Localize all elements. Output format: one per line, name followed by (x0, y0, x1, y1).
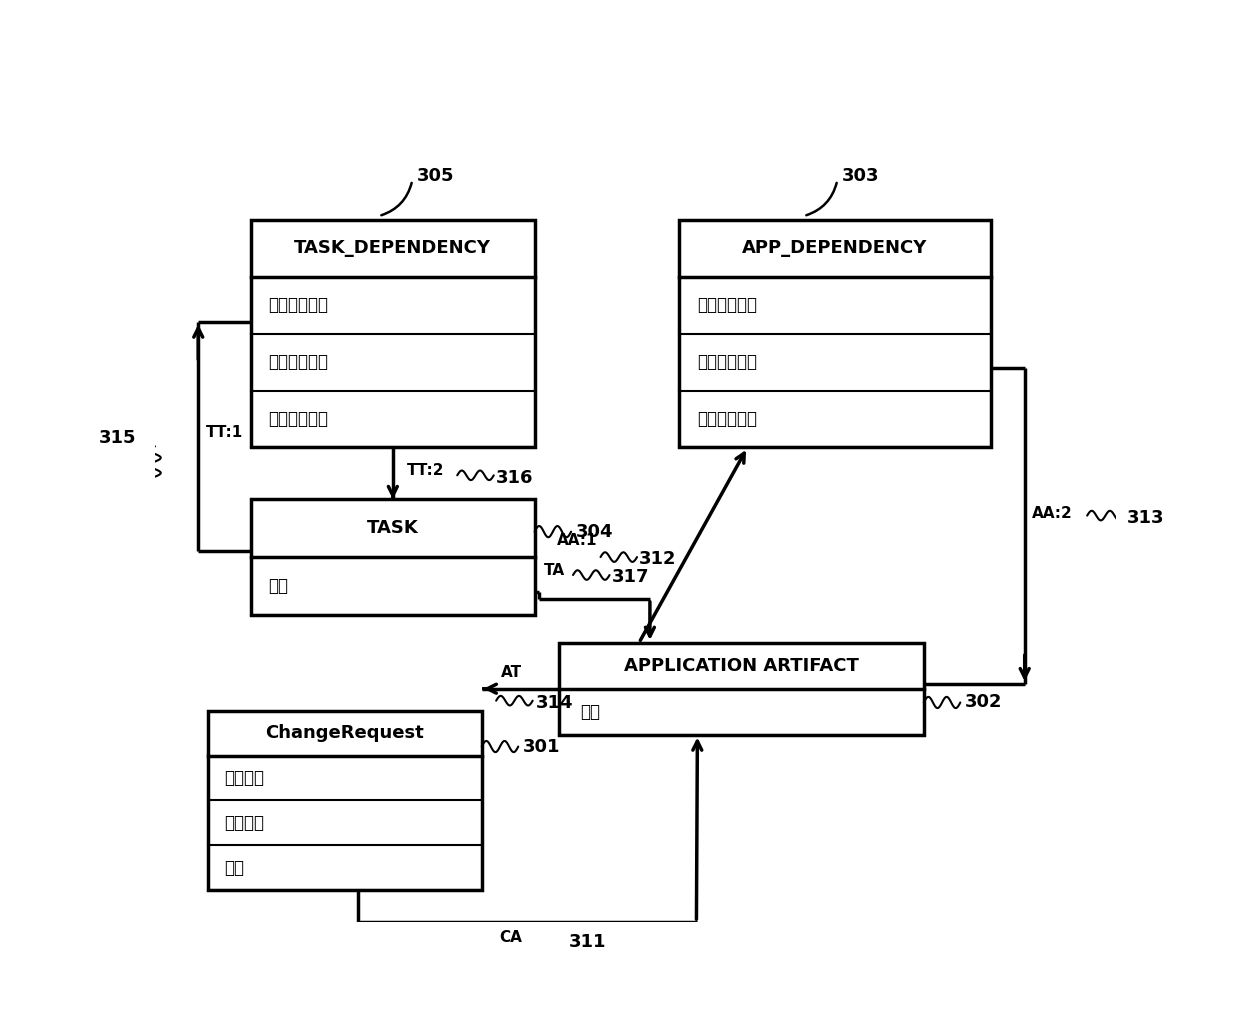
Text: TT:2: TT:2 (407, 463, 445, 479)
Text: 316: 316 (496, 468, 533, 487)
Text: 312: 312 (639, 550, 677, 569)
Bar (250, 499, 534, 615)
Bar (208, 711, 481, 890)
Text: AA:2: AA:2 (1033, 506, 1073, 521)
Text: ChangeRequest: ChangeRequest (265, 724, 424, 742)
Text: TT:1: TT:1 (206, 425, 243, 440)
Text: 303: 303 (842, 167, 879, 185)
Text: 依赖关系类型: 依赖关系类型 (268, 410, 329, 428)
Text: 提出阶段: 提出阶段 (224, 769, 264, 787)
Text: 影响阶段: 影响阶段 (224, 814, 264, 832)
Text: 313: 313 (1127, 509, 1164, 527)
Text: AT: AT (501, 665, 522, 680)
Text: 302: 302 (965, 693, 1003, 712)
Text: 315: 315 (99, 430, 136, 448)
Text: APP_DEPENDENCY: APP_DEPENDENCY (743, 239, 928, 258)
Bar (678, 220, 991, 448)
Text: AA:1: AA:1 (557, 534, 598, 548)
Text: 301: 301 (523, 738, 560, 755)
Text: TASK_DEPENDENCY: TASK_DEPENDENCY (294, 239, 491, 258)
Text: TA: TA (544, 563, 565, 578)
Text: 305: 305 (417, 167, 455, 185)
Text: 依赖关系类型: 依赖关系类型 (697, 410, 758, 428)
Text: 类型: 类型 (224, 859, 244, 876)
Text: APPLICATION ARTIFACT: APPLICATION ARTIFACT (624, 657, 858, 674)
Bar (250, 220, 534, 448)
Text: 状态: 状态 (268, 577, 288, 595)
Text: 类型: 类型 (580, 702, 600, 721)
Bar (558, 642, 924, 735)
Text: TASK: TASK (367, 519, 419, 537)
Text: 304: 304 (575, 522, 614, 541)
Text: 目标项目状态: 目标项目状态 (268, 296, 329, 314)
Text: 目标应用状态: 目标应用状态 (697, 296, 758, 314)
Text: 311: 311 (569, 933, 606, 951)
Text: 目标项目阶段: 目标项目阶段 (268, 353, 329, 371)
Text: CA: CA (500, 930, 522, 945)
Text: 314: 314 (536, 694, 573, 712)
Text: 目标应用阶段: 目标应用阶段 (697, 353, 758, 371)
Text: 317: 317 (611, 569, 649, 586)
